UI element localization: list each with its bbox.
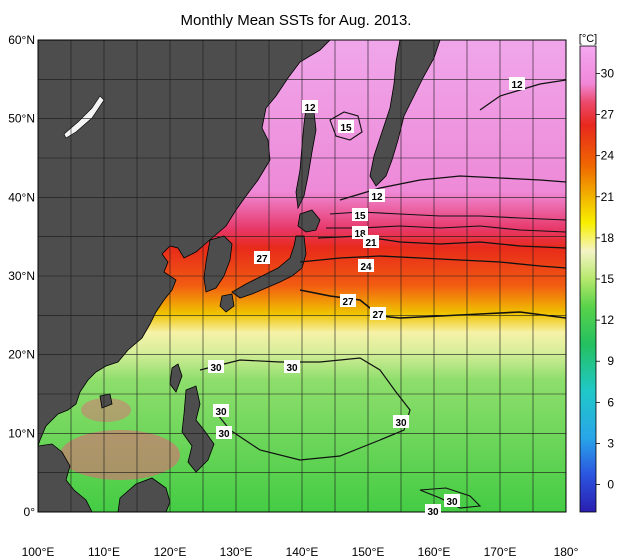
taiwan-land (169, 363, 183, 393)
korea-land (203, 235, 233, 293)
contour-label-text: 30 (210, 363, 222, 374)
contour-label-text: 30 (286, 363, 298, 374)
kyushu-land (219, 293, 235, 313)
lon-tick-label: 150°E (352, 545, 385, 559)
contour-label-text: 30 (215, 407, 227, 418)
lon-tick-label: 140°E (286, 545, 319, 559)
warm-pool (60, 430, 180, 480)
colorbar-tick-label: 21 (601, 190, 615, 204)
lat-tick-label: 0° (24, 505, 36, 519)
contour-label: 27 (340, 294, 356, 308)
contour-label-text: 12 (511, 80, 523, 91)
contour-24 (299, 255, 566, 269)
colorbar-tick-label: 30 (601, 66, 615, 80)
lon-tick-label: 100°E (22, 545, 55, 559)
contour-label-text: 24 (360, 262, 372, 273)
warm-patch (81, 398, 131, 422)
colorbar-tick-label: 9 (607, 354, 614, 368)
indochina-land (38, 443, 93, 512)
contour-label: 30 (425, 504, 441, 518)
lat-tick-label: 10°N (8, 426, 35, 440)
colorbar-tick-label: 18 (601, 231, 615, 245)
contour-label: 27 (370, 307, 386, 321)
colorbar-tick-label: 6 (607, 395, 614, 409)
contour-30-sw (419, 487, 482, 509)
borneo-land (117, 477, 171, 512)
contour-label-text: 30 (427, 507, 439, 518)
contour-label: 30 (213, 404, 229, 418)
contour-label: 30 (393, 415, 409, 429)
contour-label-text: 27 (342, 297, 354, 308)
contour-label: 15 (338, 120, 354, 134)
latitude-labels: 60°N 50°N 40°N 30°N 20°N 10°N 0° (8, 33, 35, 519)
contour-label: 21 (363, 235, 379, 249)
colorbar-tick-label: 12 (601, 313, 615, 327)
colorbar-tick-label: 0 (607, 478, 614, 492)
lat-tick-label: 40°N (8, 190, 35, 204)
contour-label-text: 30 (395, 418, 407, 429)
contour-label: 15 (352, 208, 368, 222)
contour-label-text: 30 (218, 429, 230, 440)
grid-lines (38, 40, 566, 512)
lon-tick-label: 110°E (88, 545, 120, 559)
colorbar-tick-label: 3 (607, 436, 614, 450)
hainan-land (99, 393, 113, 409)
lat-tick-label: 50°N (8, 112, 35, 126)
plot-area (38, 40, 566, 512)
contour-15-okhotsk (329, 111, 363, 141)
lon-tick-label: 170°E (484, 545, 517, 559)
contour-label-text: 30 (446, 497, 458, 508)
colorbar-unit: [°C] (579, 33, 597, 45)
longitude-labels: 100°E 110°E 120°E 130°E 140°E 150°E 160°E 170°E… (22, 545, 579, 559)
colorbar-tick-label: 24 (601, 149, 615, 163)
plot-frame (37, 39, 567, 513)
colorbar-tick-label: 27 (601, 108, 615, 122)
contour-label: 30 (444, 494, 460, 508)
lat-tick-label: 30°N (8, 269, 35, 283)
kamchatka-land (369, 40, 441, 187)
contour-label: 12 (369, 189, 385, 203)
philippines-land (181, 385, 215, 473)
contour-label: 12 (302, 100, 318, 114)
asia-land (38, 40, 331, 447)
contour-label: 27 (254, 251, 270, 265)
map-title: Monthly Mean SSTs for Aug. 2013. (181, 12, 412, 29)
contour-label: 12 (509, 77, 525, 91)
contour-label-text: 27 (256, 254, 268, 265)
lon-tick-label: 120°E (154, 545, 187, 559)
lon-tick-label: 180° (554, 545, 579, 559)
contour-label-text: 12 (304, 103, 316, 114)
hokkaido-land (297, 209, 321, 233)
lat-tick-label: 20°N (8, 348, 35, 362)
colorbar-tick-label: 15 (601, 272, 615, 286)
contour-label: 30 (208, 360, 224, 374)
contour-label-text: 15 (354, 211, 366, 222)
contour-label-text: 21 (365, 238, 377, 249)
contour-label: 30 (284, 360, 300, 374)
colorbar-scale (579, 45, 597, 513)
contour-label-text: 27 (372, 310, 384, 321)
contour-label: 30 (216, 426, 232, 440)
contour-12 (339, 175, 566, 201)
lake-shape (63, 95, 105, 139)
contour-label-text: 18 (354, 229, 366, 240)
lon-tick-label: 160°E (418, 545, 451, 559)
contour-label-text: 15 (340, 123, 352, 134)
lon-tick-label: 130°E (220, 545, 253, 559)
contour-label: 24 (358, 259, 374, 273)
contour-label-text: 12 (371, 192, 383, 203)
lat-tick-label: 60°N (8, 33, 35, 47)
